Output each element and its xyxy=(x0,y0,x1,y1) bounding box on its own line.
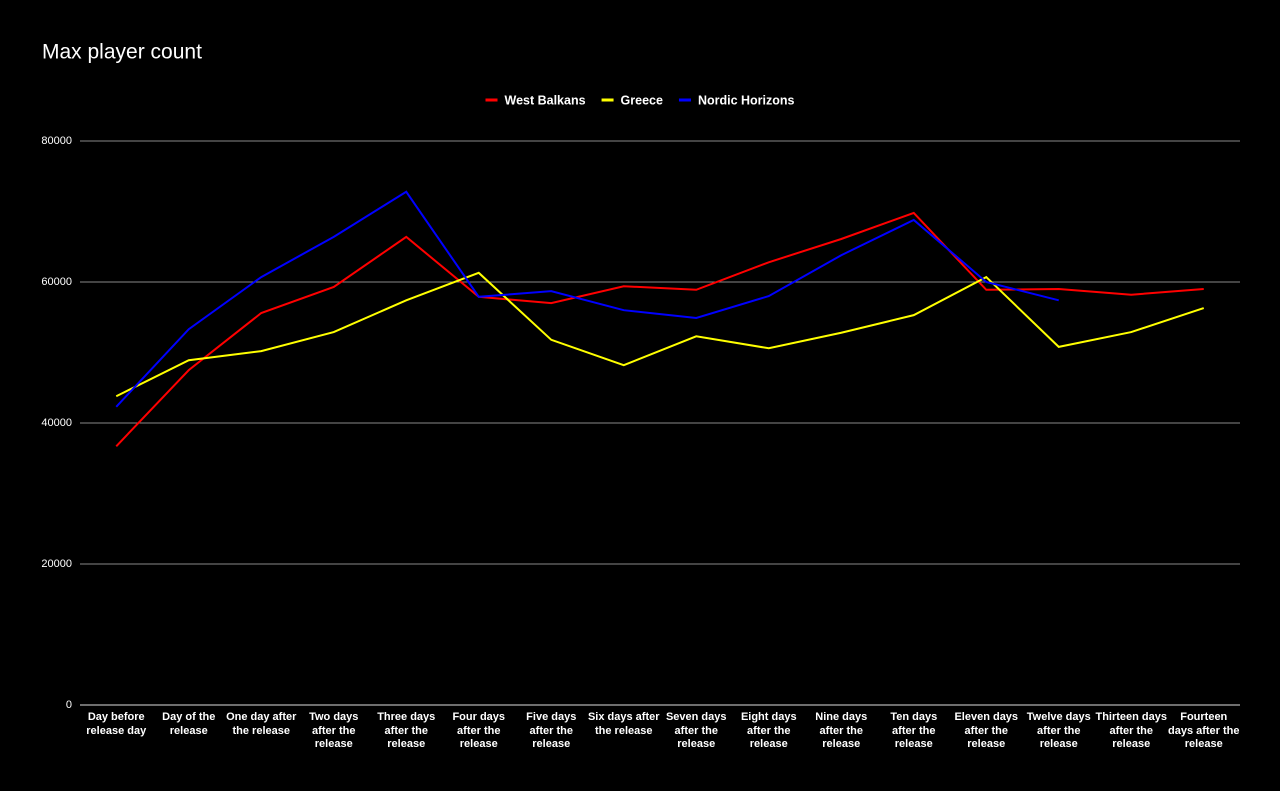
series-line xyxy=(115,190,1059,408)
x-tick-label: Fourteen days after the release xyxy=(1167,711,1240,750)
y-tick-label: 80000 xyxy=(41,135,72,147)
x-tick-label: Ten days after the release xyxy=(890,711,938,750)
x-tick-label: Two days after the release xyxy=(309,711,359,750)
x-tick-label: Four days after the release xyxy=(452,711,506,750)
x-tick-label: Nine days after the release xyxy=(815,711,868,750)
chart-title: Max player count xyxy=(42,41,202,64)
series-line xyxy=(115,271,1205,398)
x-tick-label: Five days after the release xyxy=(526,711,577,750)
x-tick-label: One day after the release xyxy=(226,711,297,737)
y-tick-label: 60000 xyxy=(41,276,72,288)
series-line xyxy=(115,211,1204,447)
x-tick-label: Three days after the release xyxy=(377,711,436,750)
x-tick-label: Day before release day xyxy=(86,711,147,737)
y-tick-label: 0 xyxy=(66,699,72,711)
x-tick-label: Thirteen days after the release xyxy=(1095,711,1168,750)
y-tick-label: 40000 xyxy=(41,417,72,429)
x-tick-label: Twelve days after the release xyxy=(1026,711,1091,750)
x-tick-label: Seven days after the release xyxy=(665,711,727,750)
x-tick-label: Six days after the release xyxy=(587,711,660,737)
y-tick-label: 20000 xyxy=(41,558,72,570)
legend-label: West Balkans xyxy=(504,93,585,107)
legend: West Balkans Greece Nordic Horizons xyxy=(485,93,795,107)
legend-label: Greece xyxy=(621,93,663,107)
x-tick-label: Eight days after the release xyxy=(740,711,797,750)
legend-label: Nordic Horizons xyxy=(698,93,795,107)
x-tick-label: Eleven days after the release xyxy=(954,711,1019,750)
x-tick-label: Day of the release xyxy=(162,711,216,737)
